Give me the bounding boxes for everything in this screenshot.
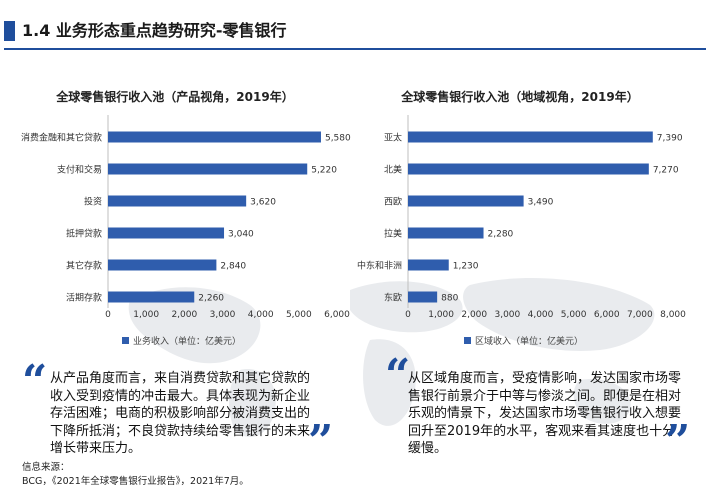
bar — [408, 163, 649, 175]
x-tick-label: 6,000 — [324, 310, 350, 320]
chart-legend: 业务收入（单位：亿美元） — [122, 334, 241, 347]
page-title: 1.4 业务形态重点趋势研究-零售银行 — [22, 21, 287, 40]
bar — [108, 163, 308, 175]
category-label: 活期存款 — [66, 292, 102, 304]
source-text: BCG，《2021年全球零售银行业报告》，2021年7月。 — [22, 476, 249, 487]
category-label: 北美 — [384, 164, 402, 176]
x-tick-label: 8,000 — [660, 310, 686, 320]
category-label: 其它存款 — [66, 260, 102, 272]
x-tick-label: 1,000 — [428, 310, 454, 320]
value-label: 2,280 — [488, 230, 514, 240]
category-label: 西欧 — [384, 196, 402, 208]
x-tick-label: 5,000 — [561, 310, 587, 320]
value-label: 7,390 — [657, 134, 683, 144]
category-label: 亚太 — [384, 132, 402, 144]
legend-label: 区域收入（单位：亿美元） — [475, 337, 584, 347]
category-label: 拉美 — [384, 228, 402, 240]
region-revenue-chart: 全球零售银行收入池（地域视角，2019年） 亚太 7,390 北美 7,270 西欧 3,… — [355, 80, 705, 355]
value-label: 1,230 — [453, 262, 479, 272]
bar — [108, 291, 195, 303]
open-quote-icon: “ — [385, 350, 411, 401]
title-divider — [4, 48, 706, 50]
value-label: 2,260 — [198, 294, 224, 304]
x-tick-label: 1,000 — [133, 310, 159, 320]
region-insight-text: 从区域角度而言，受疫情影响，发达国家市场零售银行前景介于中等与惨淡之间。即便是在… — [408, 371, 682, 456]
x-tick-label: 7,000 — [627, 310, 653, 320]
bar — [108, 227, 225, 239]
close-quote-icon: ” — [308, 416, 334, 467]
bar — [408, 227, 484, 239]
chart-plot: 消费金融和其它贷款 5,580 支付和交易 5,220 投资 3,620 抵押贷款 3,040… — [21, 115, 351, 320]
chart-plot: 亚太 7,390 北美 7,270 西欧 3,490 拉美 2,280 中东和非洲 1,230 东欧… — [357, 115, 686, 320]
bar — [108, 195, 247, 207]
category-label: 投资 — [84, 196, 102, 208]
bar — [408, 259, 449, 271]
x-tick-label: 3,000 — [494, 310, 520, 320]
x-tick-label: 3,000 — [210, 310, 236, 320]
x-tick-label: 2,000 — [171, 310, 197, 320]
source-note: 信息来源： BCG，《2021年全球零售银行业报告》，2021年7月。 — [22, 461, 249, 489]
legend-swatch — [464, 337, 471, 344]
x-tick-label: 5,000 — [286, 310, 312, 320]
close-quote-icon: ” — [665, 416, 691, 467]
chart-legend: 区域收入（单位：亿美元） — [464, 334, 583, 347]
category-label: 东欧 — [384, 292, 402, 304]
x-tick-label: 4,000 — [248, 310, 274, 320]
x-tick-label: 0 — [105, 310, 111, 320]
value-label: 3,040 — [228, 230, 254, 240]
x-tick-label: 6,000 — [594, 310, 620, 320]
product-insight-text: 从产品角度而言，来自消费贷款和其它贷款的收入受到疫情的冲击最大。具体表现为新企业… — [50, 371, 311, 456]
bar — [408, 131, 653, 143]
product-revenue-chart: 全球零售银行收入池（产品视角，2019年） 消费金融和其它贷款 5,580 支付和交… — [0, 80, 360, 355]
bar — [408, 291, 438, 303]
category-label: 支付和交易 — [57, 164, 102, 176]
value-label: 5,580 — [325, 134, 351, 144]
chart-title: 全球零售银行收入池（地域视角，2019年） — [401, 90, 639, 104]
x-tick-label: 2,000 — [461, 310, 487, 320]
legend-label: 业务收入（单位：亿美元） — [133, 337, 242, 347]
category-label: 中东和非洲 — [357, 260, 402, 272]
value-label: 5,220 — [311, 166, 337, 176]
bar — [108, 131, 321, 143]
value-label: 2,840 — [220, 262, 246, 272]
value-label: 880 — [441, 294, 458, 304]
x-tick-label: 4,000 — [528, 310, 554, 320]
legend-swatch — [122, 337, 129, 344]
title-accent-bar — [4, 21, 15, 41]
value-label: 3,620 — [250, 198, 276, 208]
open-quote-icon: “ — [22, 356, 48, 407]
bar — [408, 195, 524, 207]
source-label: 信息来源： — [22, 462, 70, 473]
category-label: 消费金融和其它贷款 — [21, 132, 102, 144]
x-tick-label: 0 — [405, 310, 411, 320]
category-label: 抵押贷款 — [66, 228, 102, 240]
value-label: 3,490 — [528, 198, 554, 208]
bar — [108, 259, 217, 271]
chart-title: 全球零售银行收入池（产品视角，2019年） — [56, 90, 294, 104]
value-label: 7,270 — [653, 166, 679, 176]
